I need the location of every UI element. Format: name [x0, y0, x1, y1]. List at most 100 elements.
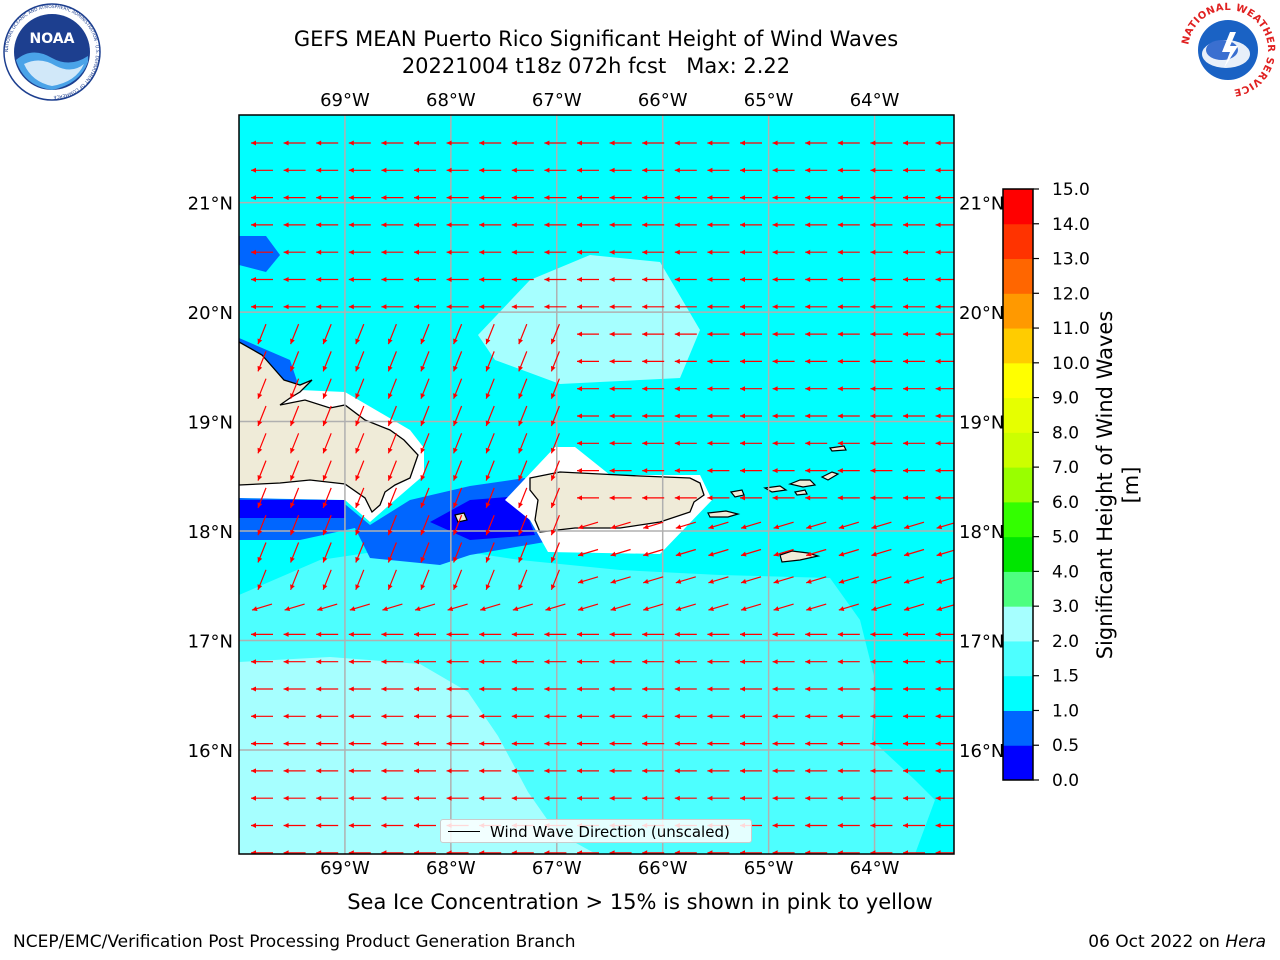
colorbar: 0.0 0.5 1.0 1.5 2.0 3.0 4.0 5.0 6.0 7.0 8.0 9.0 10.0… [1002, 180, 1090, 791]
wave-arrow [479, 304, 502, 310]
wave-arrow [609, 768, 632, 774]
wave-arrow [837, 631, 860, 637]
nws-logo-icon: NATIONAL WEATHER SERVICE [1180, 2, 1275, 98]
wave-arrow [837, 358, 860, 364]
wave-arrow [290, 378, 300, 399]
wave-arrow [707, 331, 730, 337]
wave-arrow [283, 249, 306, 255]
wave-arrow [674, 768, 697, 774]
wave-arrow [870, 249, 893, 255]
wave-arrow [708, 521, 729, 530]
wave-arrow [740, 631, 762, 637]
wave-arrow [707, 631, 730, 637]
wave-arrow [550, 514, 560, 536]
colorbar-tick-label: 12.0 [1052, 284, 1090, 304]
wave-arrow [414, 659, 436, 665]
wave-arrow [707, 413, 730, 419]
wave-arrow [414, 304, 436, 310]
wave-arrow [316, 768, 339, 774]
colorbar-tick-label: 7.0 [1052, 458, 1079, 478]
wave-arrow [609, 140, 632, 146]
wave-arrow [479, 713, 502, 719]
wave-arrow [518, 542, 528, 563]
wave-arrow [251, 167, 273, 173]
wave-arrow [675, 521, 696, 530]
colorbar-tick-label: 9.0 [1052, 389, 1079, 409]
wave-arrow [544, 795, 567, 801]
wave-arrow [283, 768, 306, 774]
wave-arrow [903, 277, 925, 282]
title-line-1: GEFS MEAN Puerto Rico Significant Height… [293, 27, 899, 51]
wave-arrow [806, 521, 827, 530]
lat-label-right: 20°N [959, 303, 1004, 324]
wave-arrow [544, 741, 567, 747]
colorbar-swatch [1003, 710, 1033, 746]
wave-arrow [479, 850, 502, 854]
contour-0.5-1m-south-hisp [239, 478, 545, 565]
wave-arrow [772, 823, 795, 828]
wave-arrow [544, 249, 567, 255]
wave-arrow [643, 603, 664, 612]
wave-arrow [740, 686, 762, 692]
wave-arrow [251, 195, 273, 201]
wave-arrow [740, 468, 762, 474]
wave-arrow [805, 495, 828, 501]
footer-branch: NCEP/EMC/Verification Post Processing Pr… [13, 932, 576, 952]
wave-arrow [479, 167, 502, 173]
wave-arrow [609, 413, 632, 419]
wave-arrow [283, 850, 306, 854]
wave-arrow [707, 659, 730, 665]
wave-arrow [381, 167, 404, 173]
wave-arrow [609, 440, 632, 446]
wave-arrow [609, 195, 632, 201]
wave-arrow [707, 686, 730, 692]
wave-arrow [577, 521, 599, 530]
wave-arrow [577, 741, 599, 747]
lon-label-top: 68°W [426, 90, 476, 111]
wave-arrow [837, 195, 860, 201]
wave-arrow [550, 323, 560, 345]
wave-arrow [387, 405, 397, 427]
wave-arrow [903, 304, 925, 310]
lon-label-top: 66°W [638, 90, 688, 111]
wave-arrow [355, 351, 365, 372]
wave-arrow [387, 542, 397, 563]
wave-arrow [355, 378, 365, 399]
wave-arrow [806, 603, 827, 612]
wave-arrow [414, 768, 436, 774]
wave-arrow [420, 460, 430, 481]
wave-arrow [772, 495, 795, 501]
wave-arrow [740, 167, 762, 173]
wave-arrow [550, 405, 560, 427]
wave-arrow [609, 686, 632, 692]
wave-arrow [511, 222, 534, 228]
wave-arrow [675, 576, 696, 584]
lon-label-top: 64°W [850, 90, 900, 111]
wave-arrow [805, 140, 828, 146]
wave-arrow [837, 659, 860, 665]
wave-arrow [414, 686, 436, 692]
wave-arrow [348, 277, 371, 282]
wave-arrow [544, 659, 567, 665]
wave-arrow [805, 850, 828, 854]
wave-arrow [903, 358, 925, 364]
wave-arrow [903, 823, 925, 828]
wave-arrow [837, 249, 860, 255]
wave-arrow [837, 413, 860, 419]
wave-arrow [453, 542, 463, 563]
wave-arrow [674, 386, 697, 392]
wave-arrow [453, 433, 463, 454]
wave-arrow [480, 603, 501, 612]
wave-arrow [642, 741, 665, 747]
wave-arrow [642, 167, 665, 173]
wave-arrow [577, 768, 599, 774]
wave-arrow [740, 304, 762, 310]
wave-arrow [283, 686, 306, 692]
wave-arrow [838, 603, 859, 612]
wave-arrow [387, 378, 397, 399]
wave-arrow [511, 249, 534, 255]
wave-arrow [414, 603, 436, 612]
wave-arrow [609, 850, 632, 854]
wave-arrow [446, 249, 469, 255]
wave-arrow [420, 542, 430, 563]
